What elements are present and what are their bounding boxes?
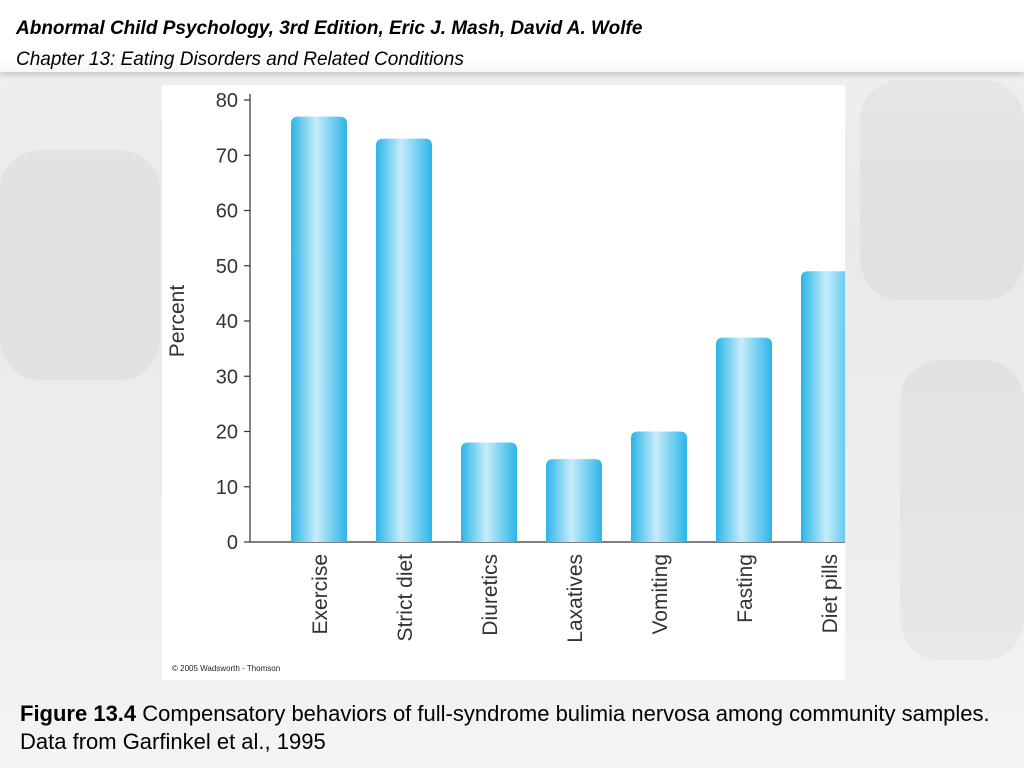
y-tick-label: 10 <box>216 477 238 499</box>
bar-diuretics <box>461 442 517 542</box>
slide-title: Abnormal Child Psychology, 3rd Edition, … <box>16 18 643 39</box>
y-tick-label: 30 <box>216 366 238 388</box>
bar-strict-diet <box>376 138 432 543</box>
bar-fasting <box>716 337 772 542</box>
copyright-notice: © 2005 Wadsworth - Thomson <box>172 664 280 673</box>
background-shape <box>860 80 1024 300</box>
y-tick-label: 20 <box>216 422 238 444</box>
figure-label: Figure 13.4 <box>20 701 137 726</box>
x-tick-label: Diet pills <box>819 554 842 633</box>
y-tick-label: 0 <box>227 532 238 554</box>
y-axis-title: Percent <box>166 285 189 358</box>
y-tick-label: 80 <box>216 90 238 112</box>
bar-diet-pills <box>801 271 845 542</box>
background-shape <box>0 150 160 380</box>
y-tick-label: 40 <box>216 311 238 333</box>
x-tick-label: Laxatives <box>564 554 587 643</box>
x-tick-label: Diuretics <box>479 554 502 636</box>
bar-laxatives <box>546 459 602 542</box>
y-tick-label: 60 <box>216 201 238 223</box>
slide-subtitle: Chapter 13: Eating Disorders and Related… <box>16 49 464 70</box>
bar-exercise <box>291 116 347 542</box>
background-shape <box>900 360 1024 660</box>
x-tick-label: Strict diet <box>394 554 417 642</box>
x-tick-label: Fasting <box>734 554 757 623</box>
bar-vomiting <box>631 431 687 542</box>
y-tick-label: 50 <box>216 256 238 278</box>
figure-caption-text: Compensatory behaviors of full-syndrome … <box>20 701 990 754</box>
slide-header: Abnormal Child Psychology, 3rd Edition, … <box>0 0 1024 72</box>
bar-chart: 0 10 20 30 40 50 60 70 80 Percent Exercise Strict d… <box>166 90 845 673</box>
chart-panel: 0 10 20 30 40 50 60 70 80 Percent Exercise Strict d… <box>162 85 845 680</box>
x-tick-label: Vomiting <box>649 554 672 635</box>
x-tick-label: Exercise <box>309 554 332 635</box>
figure-caption: Figure 13.4 Compensatory behaviors of fu… <box>20 700 1010 756</box>
y-tick-label: 70 <box>216 145 238 167</box>
